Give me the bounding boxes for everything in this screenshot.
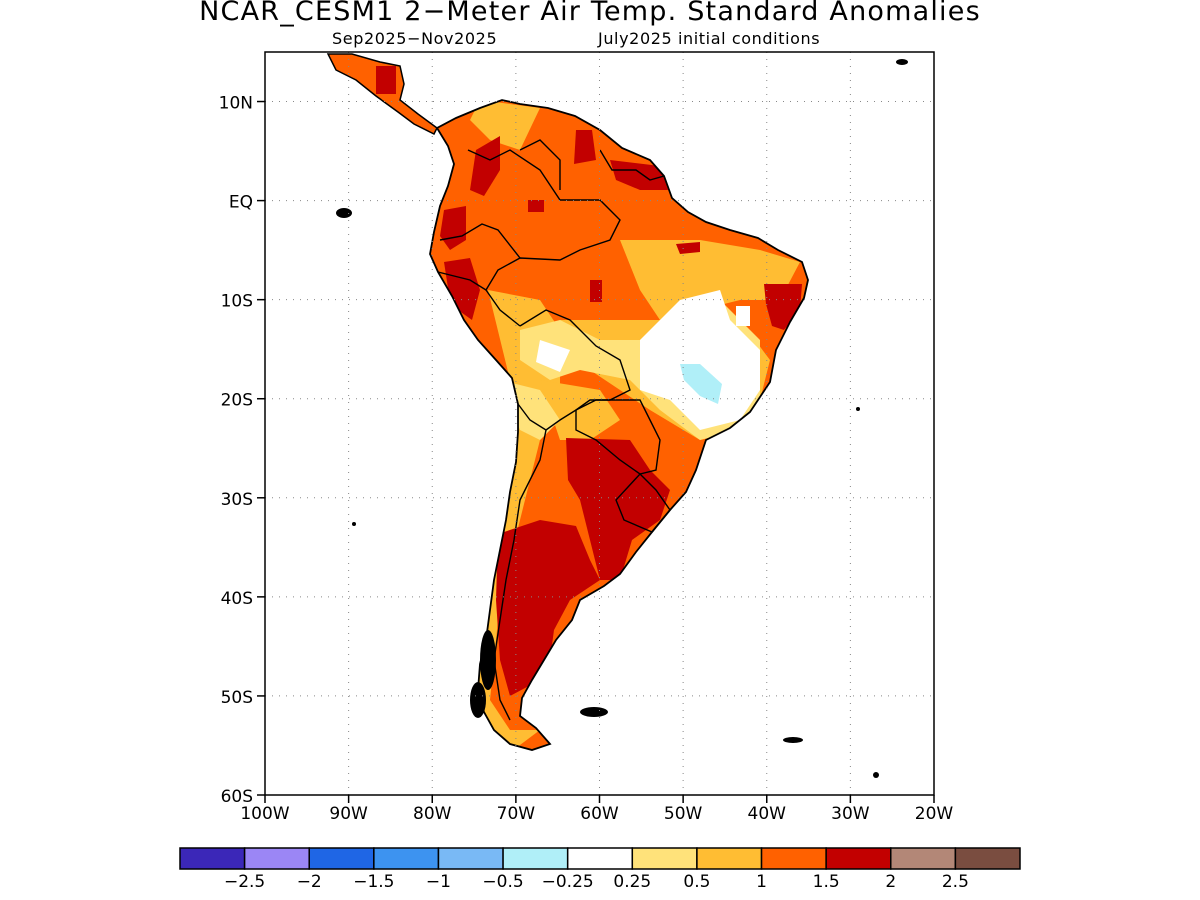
colorbar-swatch	[566, 847, 634, 870]
anomaly-patch	[574, 130, 596, 164]
lon-tick-label: 80W	[413, 804, 452, 824]
colorbar-swatch	[890, 847, 957, 870]
map-title: NCAR_CESM1 2−Meter Air Temp. Standard An…	[199, 0, 981, 27]
anomaly-patch	[610, 160, 668, 190]
lon-tick-label: 60W	[580, 804, 619, 824]
colorbar-label: −0.5	[482, 872, 523, 892]
anomaly-patch	[444, 258, 480, 320]
lat-tick-label: 10S	[221, 292, 253, 312]
lat-tick-label: 60S	[221, 787, 253, 807]
initial-conditions-label: July2025 initial conditions	[598, 29, 821, 48]
anomaly-patch	[528, 200, 544, 212]
lon-tick-label: 30W	[831, 804, 870, 824]
colorbar: −2.5 −2 −1.5 −1 −0.5 −0.25 0.25 0.5 1 1.5 2 2.5	[179, 847, 1021, 892]
colorbar-label: 2	[885, 872, 896, 892]
anomaly-patch	[470, 136, 500, 196]
colorbar-swatch	[825, 847, 892, 870]
anomaly-patch	[676, 242, 700, 254]
anomaly-patch	[376, 66, 396, 94]
colorbar-label: 0.25	[613, 872, 651, 892]
colorbar-label: 1	[756, 872, 767, 892]
season-label: Sep2025−Nov2025	[332, 29, 498, 48]
lat-tick-label: 40S	[221, 589, 253, 609]
lon-tick-label: 40W	[748, 804, 787, 824]
anomaly-patch	[470, 100, 540, 150]
anomaly-patch	[736, 306, 750, 326]
lon-tick-label: 100W	[240, 804, 289, 824]
colorbar-swatch	[308, 847, 375, 870]
country-borders	[437, 139, 671, 721]
anomaly-patch	[680, 364, 722, 404]
lon-tick-label: 70W	[497, 804, 536, 824]
anomaly-patch	[590, 280, 602, 302]
lat-tick-label: EQ	[229, 193, 253, 213]
colorbar-swatch	[243, 847, 310, 870]
lon-tick-label: 90W	[329, 804, 368, 824]
colorbar-swatch	[502, 847, 569, 870]
colorbar-label: −2	[297, 872, 322, 892]
anomaly-patch	[640, 290, 760, 430]
colorbar-swatch	[760, 847, 827, 870]
colorbar-swatch	[631, 847, 698, 870]
colorbar-label: −2.5	[224, 872, 265, 892]
lon-tick-label: 20W	[915, 804, 954, 824]
colorbar-label: 2.5	[942, 872, 969, 892]
anomaly-patch	[536, 340, 570, 372]
lat-tick-label: 20S	[221, 391, 253, 411]
lat-tick-label: 30S	[221, 490, 253, 510]
lat-lon-grid	[265, 52, 934, 795]
colorbar-label: −1	[426, 872, 451, 892]
islands	[336, 59, 908, 778]
colorbar-label: −0.25	[542, 872, 594, 892]
anomaly-patch	[496, 520, 600, 696]
colorbar-swatch	[696, 847, 763, 870]
lon-tick-label: 50W	[664, 804, 703, 824]
colorbar-swatch	[437, 847, 504, 870]
colorbar-label: −1.5	[353, 872, 394, 892]
lat-tick-label: 50S	[221, 688, 253, 708]
colorbar-label: 1.5	[813, 872, 840, 892]
colorbar-swatch	[954, 847, 1021, 870]
colorbar-swatch	[373, 847, 440, 870]
colorbar-swatch	[179, 847, 246, 870]
colorbar-label: 0.5	[683, 872, 710, 892]
lat-tick-label: 10N	[219, 94, 253, 114]
